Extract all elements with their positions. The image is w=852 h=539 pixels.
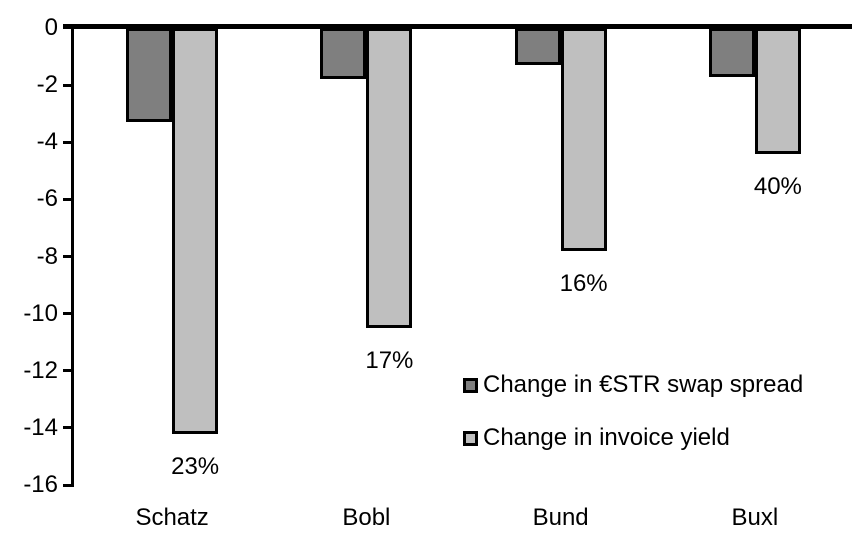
y-axis-tick-label: 0: [44, 14, 58, 41]
y-axis-tick-label: -12: [23, 357, 58, 384]
bar-value-label: 23%: [171, 453, 220, 480]
bar-invoice-yield-buxl: [754, 28, 801, 154]
y-axis-tick-label: -14: [23, 414, 58, 441]
x-axis-zero-line: [63, 24, 852, 29]
y-axis-tick: [63, 84, 73, 87]
y-axis-tick: [63, 369, 73, 372]
x-axis-label-buxl: Buxl: [731, 504, 779, 531]
bar-invoice-yield-bobl: [366, 28, 413, 328]
legend-label: Change in €STR swap spread: [483, 371, 804, 398]
y-axis-tick-label: -4: [36, 128, 58, 155]
y-axis-tick-label: -2: [36, 71, 58, 98]
bar-swap-spread-buxl: [708, 28, 755, 77]
bar-swap-spread-schatz: [126, 28, 173, 122]
y-axis-tick: [63, 484, 73, 487]
bar-value-label: 16%: [559, 270, 608, 297]
y-axis-tick-label: -8: [36, 243, 58, 270]
bar-invoice-yield-schatz: [172, 28, 219, 434]
y-axis-tick: [63, 198, 73, 201]
y-axis-tick: [63, 426, 73, 429]
legend-item-invoice-yield: Change in invoice yield: [463, 424, 730, 452]
bar-swap-spread-bobl: [320, 28, 367, 79]
x-axis-label-bobl: Bobl: [342, 504, 391, 531]
bar-swap-spread-bund: [514, 28, 561, 65]
x-axis-label-schatz: Schatz: [135, 504, 209, 531]
y-axis-tick-label: -6: [36, 185, 58, 212]
y-axis-tick: [63, 312, 73, 315]
bar-invoice-yield-bund: [560, 28, 607, 251]
x-axis-label-bund: Bund: [532, 504, 589, 531]
y-axis-tick-label: -16: [23, 471, 58, 498]
y-axis-tick: [63, 255, 73, 258]
y-axis-tick-label: -10: [23, 300, 58, 327]
legend-marker-icon: [463, 430, 478, 446]
legend-item-swap-spread: Change in €STR swap spread: [463, 371, 803, 399]
y-axis-tick: [63, 141, 73, 144]
legend-label: Change in invoice yield: [483, 424, 730, 451]
bar-value-label: 40%: [753, 173, 802, 200]
legend-marker-icon: [463, 377, 478, 393]
bar-value-label: 17%: [365, 347, 414, 374]
